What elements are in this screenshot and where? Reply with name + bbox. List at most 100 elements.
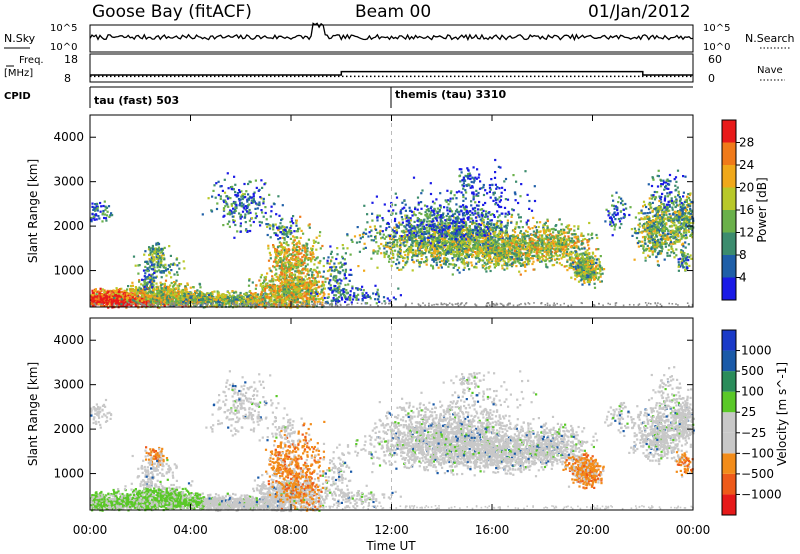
- heatmap-cell: [217, 193, 220, 197]
- heatmap-cell: [232, 188, 235, 191]
- heatmap-cell: [298, 293, 301, 296]
- heatmap-cell: [149, 301, 152, 304]
- heatmap-cell: [176, 303, 179, 306]
- heatmap-cell: [272, 228, 275, 231]
- heatmap-cell: [552, 231, 555, 234]
- heatmap-cell: [227, 187, 230, 190]
- heatmap-cell: [195, 291, 198, 294]
- heatmap-cell: [295, 283, 298, 286]
- heatmap-cell: [218, 295, 221, 298]
- heatmap-cell: [152, 287, 156, 290]
- heatmap-cell: [282, 293, 285, 296]
- heatmap-cell: [313, 263, 316, 266]
- heatmap-cell: [254, 212, 258, 215]
- heatmap-cell: [170, 281, 173, 285]
- heatmap-cell: [160, 287, 163, 290]
- heatmap-cell: [90, 218, 93, 221]
- heatmap-cell: [238, 204, 241, 207]
- nsky-label: N.Sky: [4, 32, 36, 45]
- heatmap-cell: [280, 293, 284, 296]
- heatmap-cell: [156, 262, 159, 265]
- heatmap-cell: [167, 287, 170, 290]
- heatmap-cell: [228, 292, 231, 295]
- heatmap-cell: [253, 296, 256, 299]
- heatmap-cell: [121, 290, 124, 293]
- heatmap-cell: [198, 292, 202, 295]
- heatmap-cell: [272, 260, 276, 263]
- heatmap-cell: [235, 298, 238, 301]
- heatmap-cell: [293, 300, 296, 303]
- heatmap-cell: [239, 230, 242, 233]
- heatmap-cell: [269, 280, 272, 283]
- heatmap-cell: [323, 287, 326, 290]
- heatmap-cell: [239, 225, 242, 228]
- heatmap-cell: [146, 282, 149, 285]
- heatmap-cell: [138, 279, 141, 282]
- heatmap-cell: [107, 293, 110, 296]
- heatmap-cell: [228, 211, 231, 214]
- heatmap-cell: [220, 293, 223, 296]
- heatmap-cell: [163, 305, 166, 308]
- heatmap-cell: [178, 283, 181, 286]
- heatmap-cell: [358, 240, 361, 244]
- heatmap-cell: [309, 281, 312, 284]
- heatmap-cell: [506, 267, 509, 270]
- heatmap-cell: [118, 288, 121, 291]
- heatmap-cell: [218, 303, 221, 306]
- heatmap-cell: [447, 259, 450, 262]
- heatmap-cell: [312, 268, 315, 272]
- heatmap-cell: [241, 195, 244, 198]
- heatmap-cell: [258, 201, 261, 204]
- heatmap-cell: [153, 250, 156, 253]
- heatmap-cell: [93, 218, 96, 221]
- heatmap-cell: [187, 298, 190, 301]
- heatmap-cell: [249, 290, 252, 293]
- heatmap-cell: [135, 294, 138, 297]
- heatmap-cell: [277, 258, 280, 262]
- heatmap-cell: [322, 264, 325, 268]
- heatmap-cell: [315, 289, 318, 292]
- heatmap-cell: [91, 205, 94, 208]
- heatmap-cell: [302, 232, 305, 235]
- heatmap-cell: [263, 183, 266, 186]
- heatmap-cell: [178, 301, 181, 304]
- heatmap-cell: [192, 302, 195, 305]
- heatmap-cell: [262, 200, 265, 203]
- heatmap-cell: [289, 233, 292, 236]
- heatmap-cell: [445, 260, 448, 263]
- heatmap-cell: [182, 290, 185, 293]
- heatmap-cell: [218, 300, 221, 303]
- heatmap-cell: [196, 295, 199, 298]
- heatmap-cell: [259, 282, 262, 285]
- heatmap-cell: [192, 295, 195, 298]
- station-title: Goose Bay (fitACF): [92, 2, 252, 22]
- heatmap-cell: [305, 244, 308, 247]
- heatmap-cell: [327, 256, 330, 259]
- heatmap-cell: [304, 275, 307, 278]
- heatmap-cell: [291, 248, 294, 252]
- heatmap-cell: [135, 297, 138, 300]
- heatmap-cell: [274, 233, 278, 237]
- heatmap-cell: [273, 285, 276, 288]
- heatmap-cell: [185, 298, 188, 301]
- heatmap-cell: [98, 291, 101, 295]
- heatmap-cell: [147, 290, 150, 293]
- freq-unit-label: [MHz]: [4, 68, 33, 79]
- heatmap-cell: [177, 295, 180, 298]
- heatmap-cell: [231, 300, 234, 303]
- heatmap-cell: [97, 297, 100, 300]
- heatmap-cell: [147, 298, 150, 301]
- heatmap-cell: [284, 290, 288, 293]
- heatmap-cell: [163, 282, 166, 285]
- heatmap-cell: [118, 303, 121, 306]
- heatmap-cell: [108, 290, 111, 293]
- heatmap-cell: [164, 279, 168, 282]
- heatmap-cell: [254, 207, 257, 210]
- heatmap-cell: [255, 284, 258, 287]
- heatmap-cell: [143, 288, 146, 291]
- heatmap-cell: [267, 247, 270, 250]
- heatmap-cell: [94, 290, 97, 293]
- heatmap-cell: [281, 247, 284, 251]
- heatmap-cell: [184, 285, 187, 288]
- heatmap-cell: [397, 255, 400, 258]
